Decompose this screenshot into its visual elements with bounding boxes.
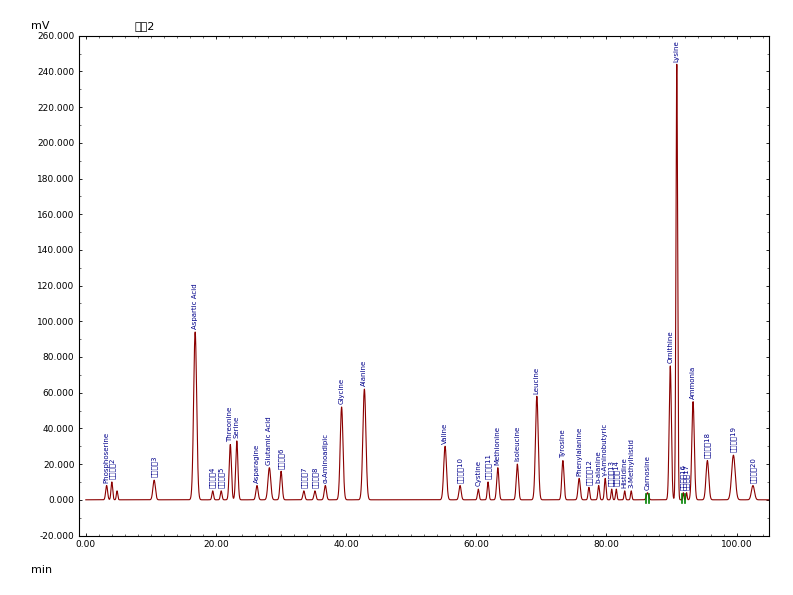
Text: 미지성분12: 미지성분12 [585, 459, 592, 484]
Text: Phosphoserine: Phosphoserine [104, 432, 109, 483]
Text: Lysine: Lysine [674, 40, 680, 62]
Text: Methionine: Methionine [495, 426, 501, 465]
Text: 미지성분10: 미지성분10 [457, 457, 463, 483]
Text: Ammonia: Ammonia [690, 366, 696, 399]
Text: 미지성분11: 미지성분11 [485, 453, 492, 480]
Text: 미지성분6: 미지성분6 [278, 447, 285, 469]
Text: 미지성분18: 미지성분18 [704, 432, 711, 458]
Text: Asparagine: Asparagine [254, 444, 260, 483]
Text: 미지성분2: 미지성분2 [109, 458, 115, 480]
Text: min: min [31, 565, 52, 575]
Text: Valine: Valine [442, 422, 448, 444]
Text: 3-Methylhistid: 3-Methylhistid [628, 439, 634, 488]
Text: Serine: Serine [234, 416, 239, 438]
Text: Leucine: Leucine [534, 367, 540, 394]
Text: Alanine: Alanine [362, 360, 367, 387]
Text: γ-Aminobutyric: γ-Aminobutyric [602, 422, 608, 476]
Text: b-alanine: b-alanine [596, 450, 602, 483]
Text: 미지성분16: 미지성분16 [680, 464, 687, 490]
Text: 미지성분14: 미지성분14 [613, 461, 619, 487]
Text: 미지성분5: 미지성분5 [218, 467, 224, 488]
Text: Glutamic Acid: Glutamic Acid [266, 416, 272, 465]
Text: Histidine: Histidine [622, 458, 628, 488]
Text: 미지성분19: 미지성분19 [730, 427, 737, 452]
Text: 미지성분4: 미지성분4 [209, 467, 216, 488]
Text: 미지성분17: 미지성분17 [684, 464, 690, 490]
Text: 미지성분7: 미지성분7 [301, 466, 307, 488]
Text: 미지성분3: 미지성분3 [151, 456, 158, 477]
Text: Ornithine: Ornithine [667, 331, 673, 363]
Text: Isoleucine: Isoleucine [515, 426, 520, 462]
Text: Phenylalanine: Phenylalanine [577, 427, 582, 476]
Text: α-Aminoadipic: α-Aminoadipic [322, 433, 328, 483]
Text: 신호2: 신호2 [135, 21, 155, 31]
Text: mV: mV [31, 21, 49, 31]
Text: Threonine: Threonine [228, 406, 233, 441]
Text: Glycine: Glycine [339, 378, 345, 405]
Text: Aspartic Acid: Aspartic Acid [192, 284, 198, 330]
Text: 미지성분8: 미지성분8 [312, 466, 318, 488]
Text: 미지성분20: 미지성분20 [749, 457, 757, 483]
Text: Carnosine: Carnosine [645, 455, 650, 490]
Text: Tyrosine: Tyrosine [560, 429, 566, 458]
Text: Cystine: Cystine [475, 461, 481, 487]
Text: 미지성분13: 미지성분13 [608, 461, 615, 487]
